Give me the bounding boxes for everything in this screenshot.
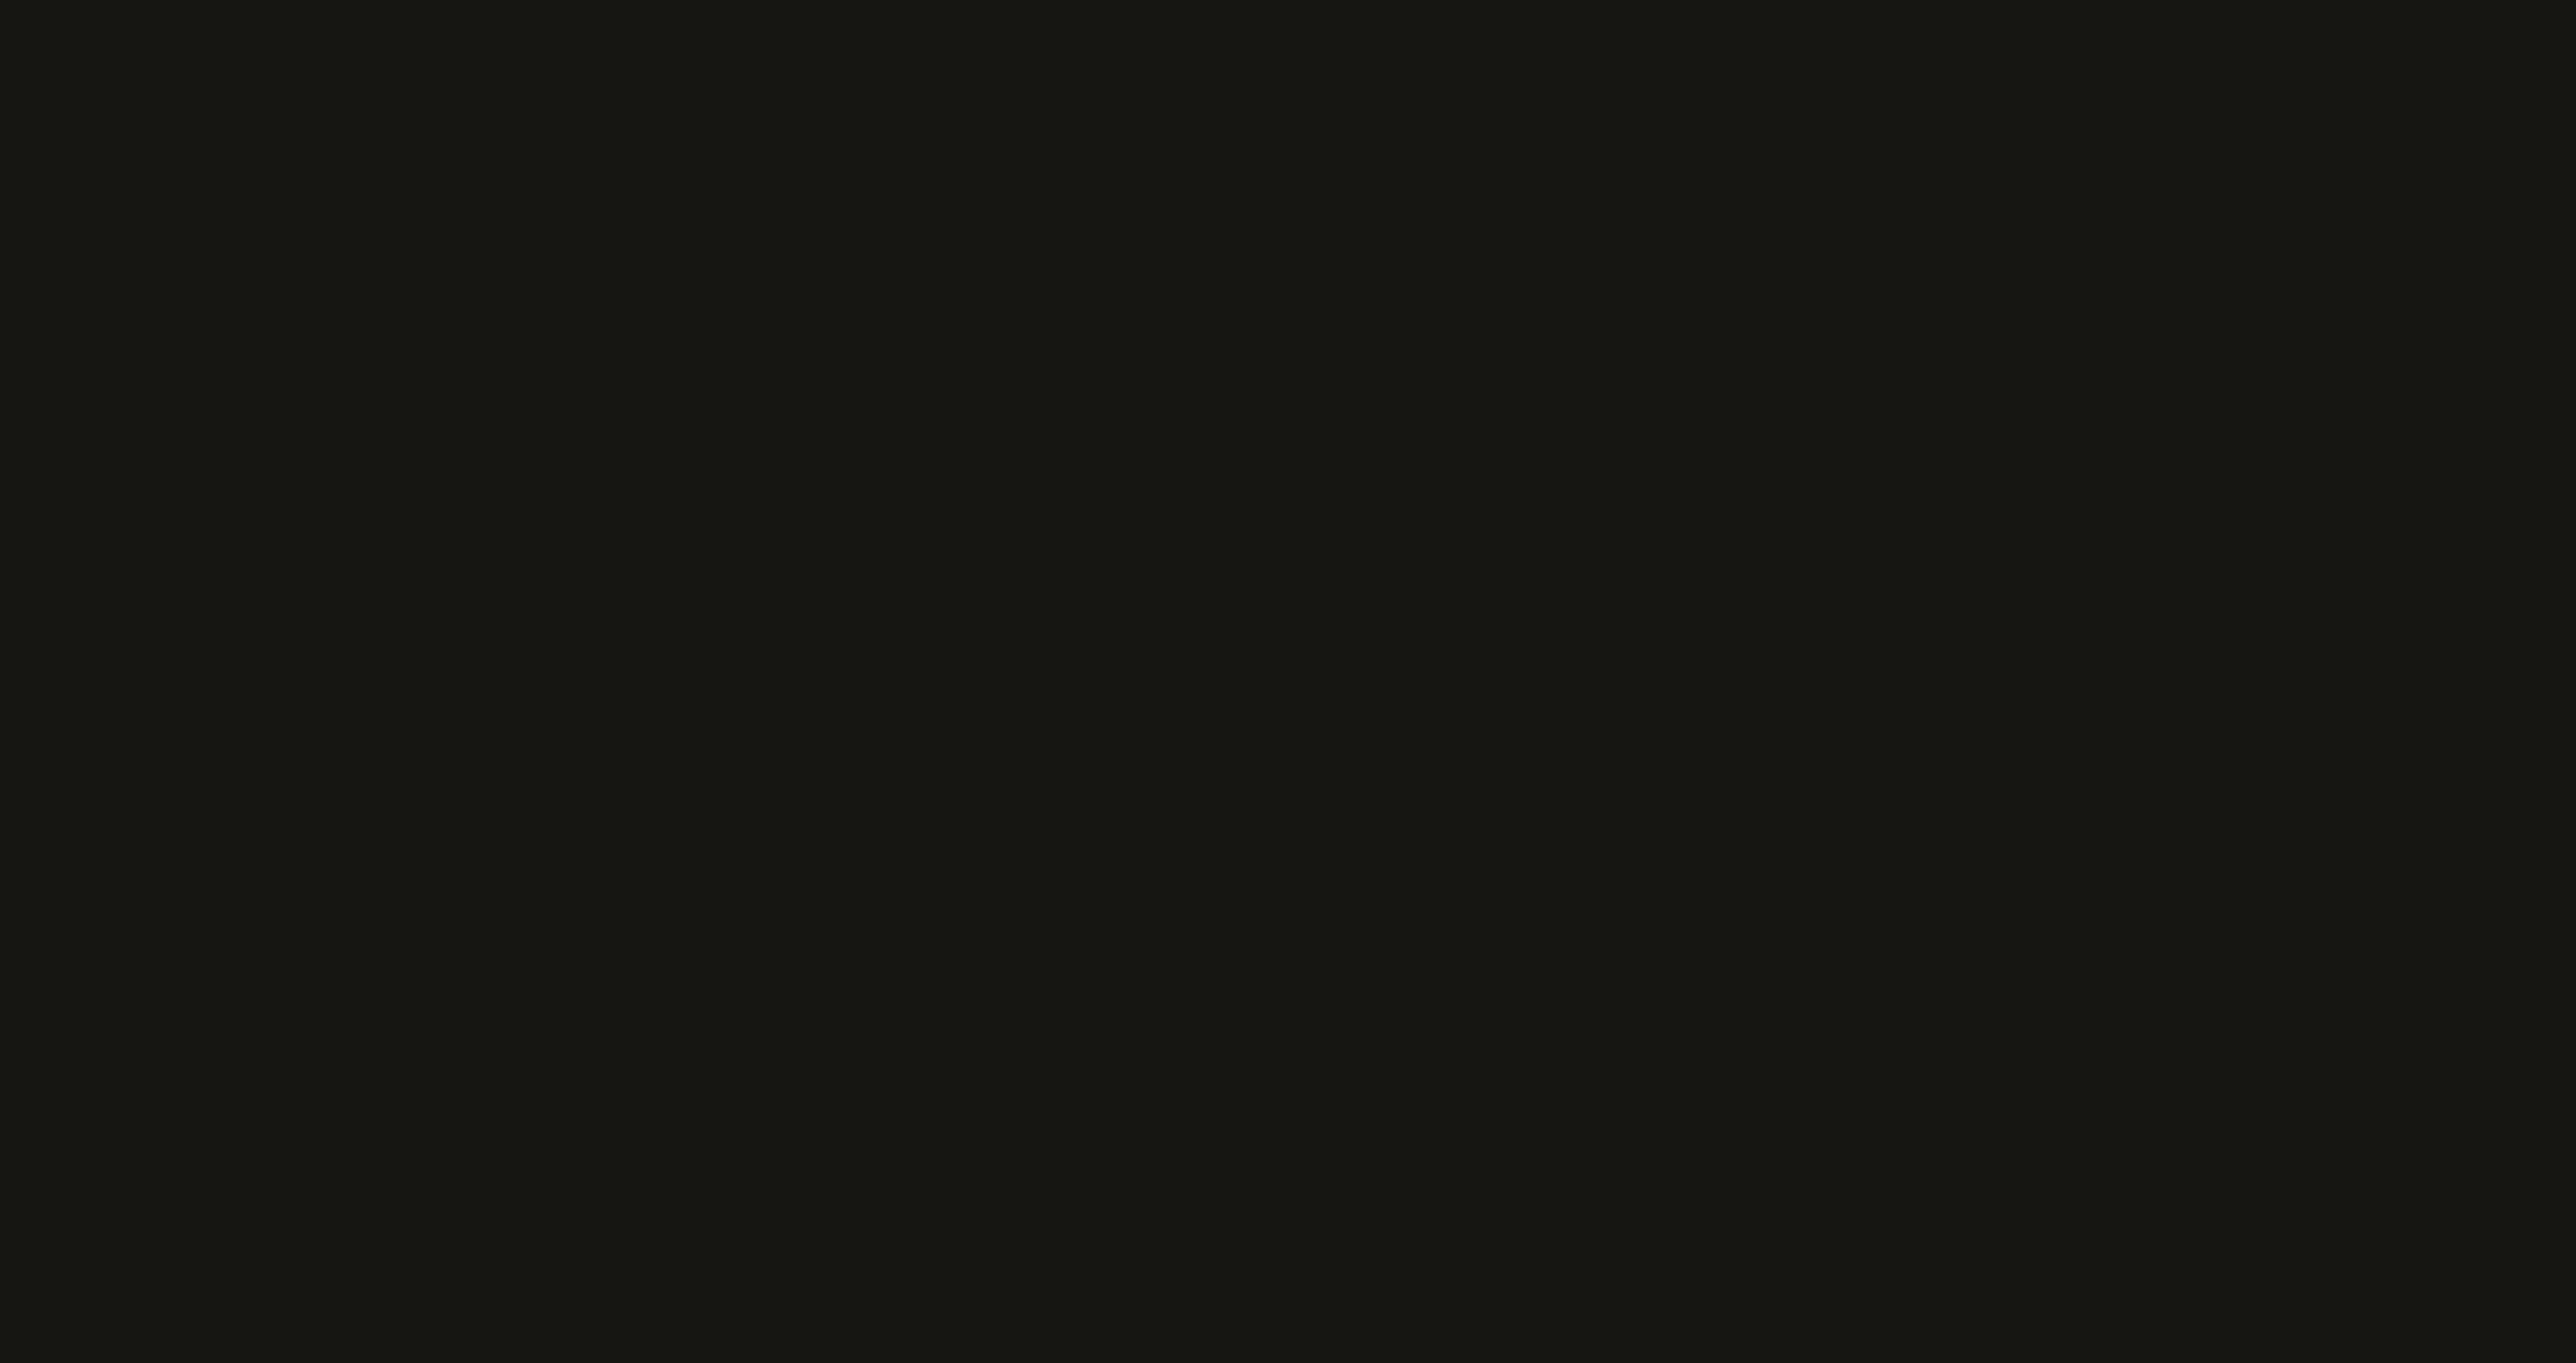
tracy-profiler-window bbox=[0, 0, 2576, 1363]
